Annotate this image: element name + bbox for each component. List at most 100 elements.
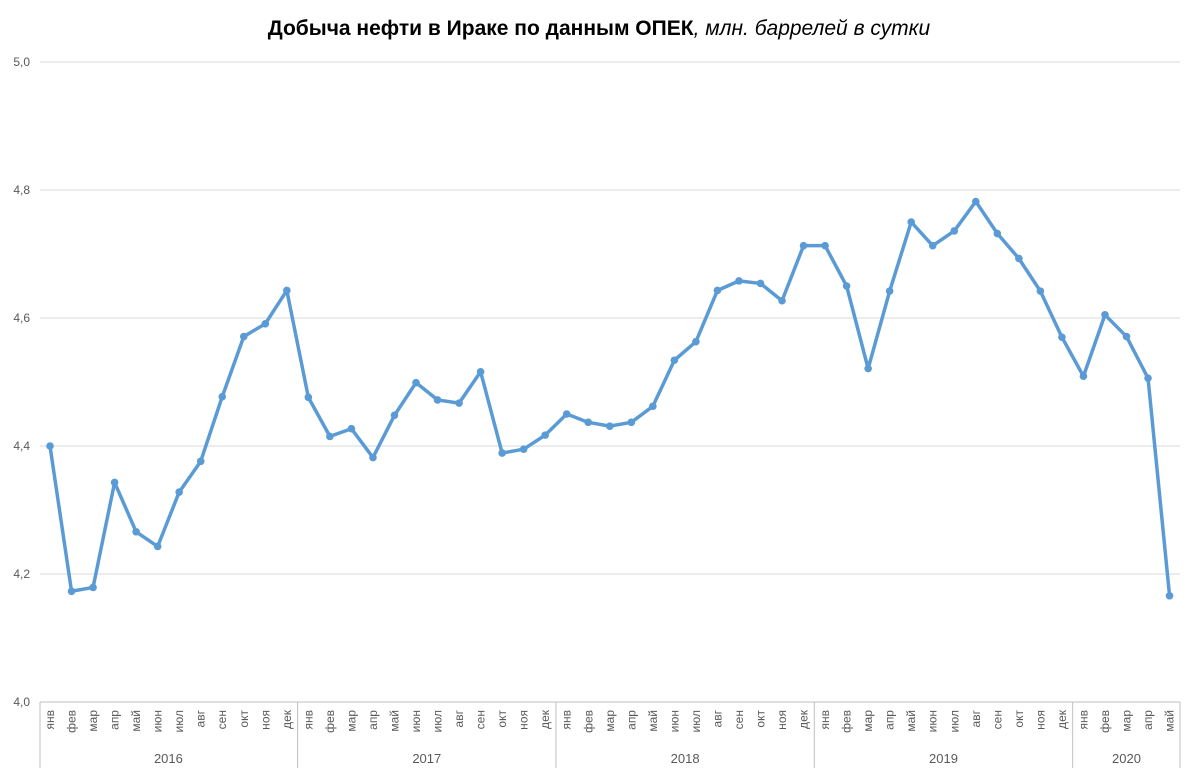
data-point[interactable] [1144,374,1152,382]
month-tick-label: сен [990,710,1004,729]
data-point[interactable] [46,442,54,450]
month-tick-label: фев [1098,710,1112,733]
month-tick-label: фев [581,710,595,733]
data-point[interactable] [627,418,636,427]
month-tick-label: мар [861,710,875,732]
year-label: 2020 [1112,751,1141,766]
y-axis: 4,0 4,2 4,4 4,6 4,8 5,0 [13,55,30,709]
year-label: 2016 [154,751,183,766]
data-point[interactable] [347,424,356,433]
data-point[interactable] [89,583,97,592]
data-point[interactable] [67,587,76,596]
month-tick-label: янв [43,710,57,730]
data-point[interactable] [498,449,506,457]
data-point[interactable] [455,399,463,407]
data-point[interactable] [132,527,140,536]
month-tick-label: май [387,710,401,732]
data-point[interactable] [196,457,205,466]
month-tick-label: сен [215,710,229,729]
chart-title-units: , млн. баррелей в сутки [694,17,931,40]
year-label: 2017 [412,751,441,766]
month-tick-label: авг [452,709,466,727]
y-tick-label: 4,6 [13,311,30,325]
data-point[interactable] [864,364,872,373]
month-tick-label: апр [624,710,638,730]
month-tick-label: авг [194,709,208,727]
data-point[interactable] [390,411,399,420]
month-tick-label: июн [151,710,165,732]
month-tick-label: апр [1141,710,1155,730]
month-tick-label: мар [344,710,358,732]
chart-title-main: Добыча нефти в Ираке по данным ОПЕК [268,17,694,40]
data-point[interactable] [218,392,227,401]
month-tick-label: июн [667,710,681,732]
month-tick-label: июн [926,710,940,732]
year-label: 2019 [929,751,958,766]
data-point[interactable] [110,478,119,487]
data-point[interactable] [1079,372,1088,381]
data-point[interactable] [175,488,183,496]
data-point[interactable] [304,393,313,402]
data-point[interactable] [412,378,420,387]
month-tick-label: янв [560,710,574,730]
data-point[interactable] [1165,591,1174,600]
data-point[interactable] [283,286,291,295]
month-tick-label: июн [409,710,423,732]
data-point[interactable] [907,218,915,226]
data-point[interactable] [261,319,270,328]
data-point[interactable] [885,287,894,295]
data-point[interactable] [799,241,808,250]
data-point[interactable] [821,241,829,250]
data-point[interactable] [670,356,679,365]
month-tick-label: мар [86,710,100,732]
data-point[interactable] [1015,254,1023,263]
data-point[interactable] [584,418,593,427]
data-point[interactable] [756,279,765,288]
data-point[interactable] [1101,311,1109,319]
y-tick-label: 4,2 [13,567,30,581]
data-point[interactable] [519,445,528,454]
data-point[interactable] [562,410,571,418]
month-tick-label: июл [689,710,703,732]
month-tick-label: апр [883,710,897,730]
data-point[interactable] [735,277,743,285]
data-point[interactable] [239,332,248,341]
month-tick-label: окт [1012,710,1026,728]
month-tick-label: апр [366,710,380,730]
data-point[interactable] [476,367,485,376]
data-point[interactable] [842,282,851,290]
data-point[interactable] [1122,332,1131,341]
data-point[interactable] [153,542,162,551]
data-point[interactable] [1058,333,1066,342]
data-point[interactable] [778,296,786,305]
month-tick-label: окт [237,710,251,728]
data-point[interactable] [369,453,377,462]
data-point[interactable] [993,229,1002,238]
data-point[interactable] [649,402,657,411]
data-point[interactable] [541,431,549,439]
data-point[interactable] [605,422,614,430]
series-oil-production [46,197,1174,600]
data-point[interactable] [971,197,980,206]
x-axis: янв фев мар апр май июн июл авг сен окт ноя дек янв ф… [39,701,1181,768]
month-tick-label: май [904,710,918,732]
month-tick-label: май [129,710,143,732]
month-tick-label: авг [710,709,724,727]
data-point[interactable] [713,286,722,295]
y-tick-label: 4,4 [13,439,30,453]
data-point[interactable] [1036,287,1045,295]
month-tick-label: авг [969,709,983,727]
data-point[interactable] [692,337,700,346]
data-point[interactable] [433,396,442,404]
month-tick-label: май [646,710,660,732]
month-tick-label: фев [65,710,79,733]
data-point[interactable] [928,241,937,250]
data-point[interactable] [326,432,334,441]
data-point[interactable] [950,227,959,235]
month-tick-label: июл [947,710,961,732]
month-tick-label: окт [495,710,509,728]
month-tick-label: апр [108,710,122,730]
month-tick-label: дек [797,709,811,729]
